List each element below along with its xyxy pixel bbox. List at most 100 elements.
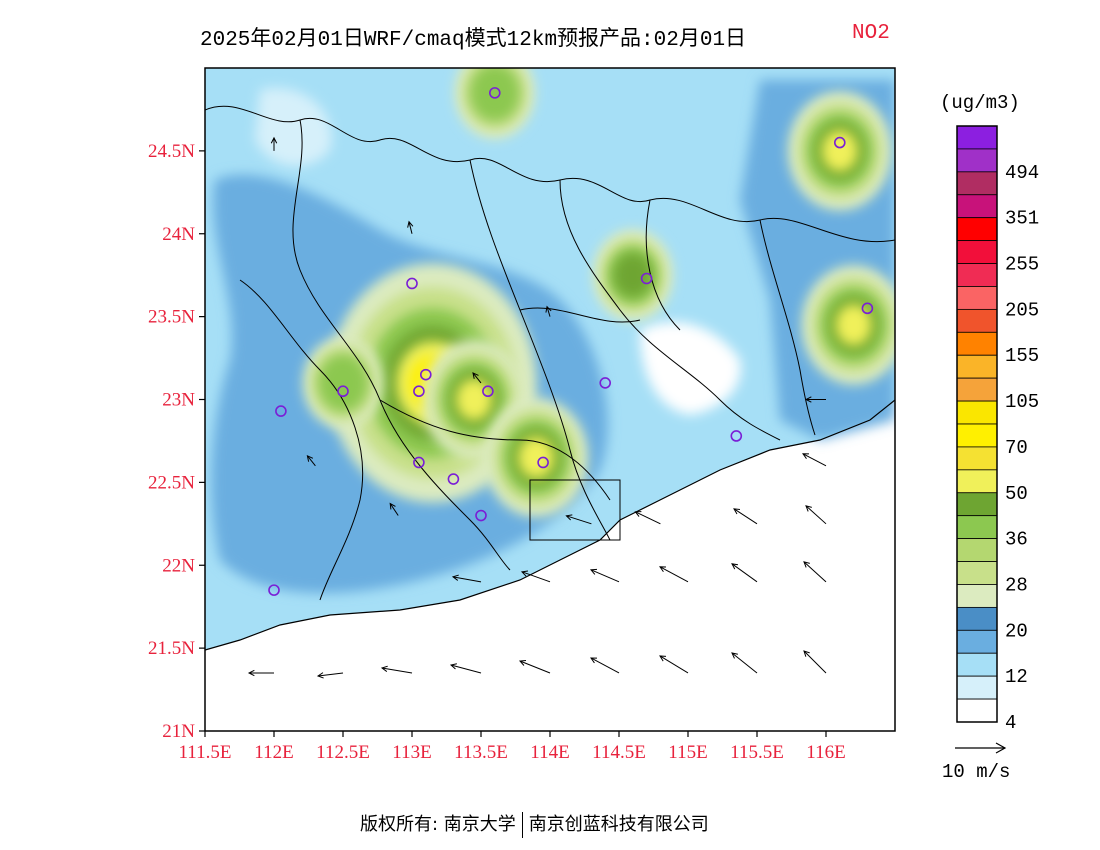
colorbar-swatch	[956, 629, 998, 654]
wind-arrow	[803, 650, 827, 674]
colorbar-tick-label: 351	[1005, 208, 1039, 230]
colorbar-tick-label: 155	[1005, 345, 1039, 367]
lon-tick-label: 113E	[392, 742, 431, 763]
lon-tick-label: 116E	[806, 742, 845, 763]
colorbar-unit: (ug/m3)	[940, 92, 1020, 114]
lat-tick-label: 21.5N	[148, 638, 195, 659]
wind-arrow	[590, 657, 620, 674]
lat-tick-label: 23N	[162, 390, 195, 411]
wind-arrow	[803, 561, 827, 583]
colorbar-swatch	[956, 469, 998, 494]
monitoring-stations	[268, 87, 874, 596]
latitude-axis: 21N 21.5N 22N 22.5N 23N 23.5N 24N 24.5N	[148, 141, 205, 742]
contour-level	[469, 68, 520, 122]
lon-tick-label: 114.5E	[592, 742, 646, 763]
colorbar-swatch	[956, 561, 998, 585]
colorbar-tick-label: 50	[1005, 483, 1028, 505]
colorbar-swatch	[956, 263, 998, 287]
lon-tick-label: 114E	[530, 742, 569, 763]
wind-legend-arrowhead	[995, 742, 1007, 754]
station-marker	[413, 385, 425, 398]
wind-arrow	[733, 508, 758, 525]
station-marker	[640, 272, 653, 285]
station-marker	[730, 430, 743, 442]
colorbar-tick-label: 205	[1005, 299, 1039, 321]
no2-hotspot	[422, 339, 527, 460]
colorbar-swatch	[956, 400, 998, 425]
colorbar: 494 351 255 205 155 105 70 50 36 28 20 12 4	[956, 125, 1039, 734]
wind-arrow	[731, 652, 758, 674]
colorbar-swatch	[956, 698, 998, 723]
colorbar-frame	[956, 125, 998, 723]
station-marker	[447, 473, 460, 485]
colorbar-swatch	[956, 584, 998, 608]
wind-arrow	[634, 511, 661, 525]
colorbar-tick-label: 70	[1005, 437, 1028, 459]
station-marker	[488, 87, 501, 99]
colorbar-tick-label: 36	[1005, 529, 1028, 551]
colorbar-swatch	[956, 515, 998, 540]
lon-tick-label: 115.5E	[730, 742, 784, 763]
station-marker	[861, 302, 874, 315]
longitude-axis: 111.5E 112E 112.5E 113E 113.5E 114E 114.5E 115E…	[179, 731, 846, 763]
admin-boundaries	[205, 105, 895, 601]
colorbar-tick-label: 28	[1005, 574, 1028, 596]
wind-arrow	[472, 372, 482, 384]
colorbar-swatch	[956, 446, 998, 471]
station-marker	[475, 509, 487, 522]
wind-arrow	[731, 563, 758, 583]
contour-level	[455, 378, 493, 421]
lat-tick-label: 24.5N	[148, 141, 195, 162]
lon-tick-label: 111.5E	[179, 742, 232, 763]
lat-tick-label: 22N	[162, 555, 195, 576]
wind-arrow	[449, 663, 482, 674]
colorbar-swatch	[956, 423, 998, 448]
wind-arrow	[545, 305, 552, 317]
station-marker	[337, 385, 349, 398]
colorbar-swatch	[956, 377, 998, 402]
lat-tick-label: 24N	[162, 224, 195, 245]
wind-arrow	[805, 505, 827, 525]
wind-arrow	[407, 220, 414, 234]
contour-level	[518, 436, 555, 479]
wind-arrow	[802, 453, 827, 467]
station-marker	[413, 456, 425, 469]
map-plot-area	[205, 68, 895, 731]
wind-arrow	[247, 669, 274, 677]
colorbar-swatch	[956, 217, 998, 242]
wind-arrow	[389, 502, 399, 516]
station-marker	[482, 385, 494, 398]
lat-tick-label: 22.5N	[148, 472, 195, 493]
colorbar-swatch	[956, 194, 998, 219]
wind-arrow	[306, 454, 316, 467]
no2-hotspot	[592, 229, 673, 322]
colorbar-tick-label: 255	[1005, 254, 1039, 276]
coastline	[205, 399, 895, 651]
hotspot-layer	[303, 68, 895, 518]
copyright-footer: 版权所有: 南京大学 南京创蓝科技有限公司	[360, 810, 709, 838]
contour-level	[318, 354, 368, 412]
contour-level	[613, 253, 652, 298]
colorbar-tick-label: 20	[1005, 620, 1028, 642]
lat-tick-label: 21N	[162, 721, 195, 742]
wind-arrow	[565, 514, 592, 525]
colorbar-swatch	[956, 240, 998, 264]
no2-hotspot	[454, 68, 535, 139]
lon-tick-label: 112E	[254, 742, 293, 763]
colorbar-swatch	[956, 148, 998, 173]
colorbar-tick-label: 105	[1005, 391, 1039, 413]
colorbar-swatch	[956, 354, 998, 379]
wind-arrow	[380, 665, 413, 674]
colorbar-swatch	[956, 652, 998, 677]
colorbar-swatch	[956, 125, 998, 150]
wind-arrow	[589, 568, 620, 583]
colorbar-tick-label: 4	[1005, 712, 1016, 734]
chart-title: 2025年02月01日WRF/cmaq模式12km预报产品:02月01日	[200, 29, 747, 52]
wind-arrow	[518, 659, 551, 674]
station-marker	[419, 368, 432, 381]
station-marker	[833, 136, 846, 149]
station-marker	[406, 277, 418, 290]
wind-legend: 10 m/s	[942, 742, 1010, 783]
no2-hotspot	[787, 91, 892, 211]
station-marker	[268, 584, 280, 596]
